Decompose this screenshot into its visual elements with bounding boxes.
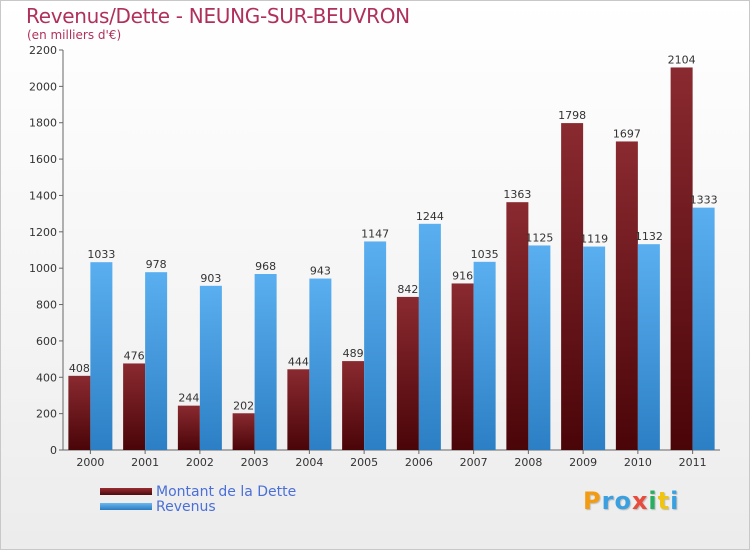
data-label: 1119: [580, 233, 608, 246]
data-label: 1333: [690, 194, 718, 207]
revenus-bar: [473, 261, 496, 450]
x-tick-label: 2001: [131, 456, 159, 469]
dette-bar: [506, 202, 529, 450]
revenus-bar: [309, 278, 332, 450]
data-label: 1244: [416, 210, 444, 223]
x-tick-label: 2007: [460, 456, 488, 469]
dette-bar: [670, 67, 693, 451]
y-tick-label: 1600: [29, 153, 57, 166]
dette-bar: [396, 296, 419, 450]
y-tick-label: 1400: [29, 189, 57, 202]
logo-letter: t: [657, 487, 671, 515]
dette-bar: [232, 413, 255, 450]
data-label: 244: [178, 392, 199, 405]
dette-bar: [123, 363, 146, 450]
data-label: 978: [146, 258, 167, 271]
data-label: 916: [452, 269, 473, 282]
y-tick-label: 400: [36, 371, 57, 384]
logo-letter: P: [583, 487, 602, 515]
y-tick-label: 2200: [29, 44, 57, 57]
legend-swatch-revenus: [100, 503, 152, 510]
y-tick-label: 200: [36, 408, 57, 421]
revenus-bar: [199, 285, 222, 450]
revenus-bar: [90, 262, 113, 450]
y-tick-label: 600: [36, 335, 57, 348]
dette-bar: [615, 141, 638, 451]
x-tick-label: 2004: [295, 456, 323, 469]
dette-bar: [342, 361, 365, 450]
data-label: 1033: [87, 248, 115, 261]
dette-bar: [287, 369, 310, 450]
revenus-bar: [692, 207, 715, 450]
data-label: 1363: [503, 188, 531, 201]
data-label: 968: [255, 260, 276, 273]
revenus-bar: [528, 245, 551, 450]
data-label: 2104: [668, 53, 696, 66]
logo-letter: o: [614, 487, 632, 515]
y-tick-label: 1800: [29, 117, 57, 130]
dette-bar: [561, 123, 584, 450]
logo-letter: i: [648, 487, 658, 515]
y-tick-label: 800: [36, 299, 57, 312]
data-label: 489: [343, 347, 364, 360]
legend-label-dette: Montant de la Dette: [156, 484, 297, 500]
logo-letter: i: [670, 487, 680, 515]
dette-bar: [68, 375, 91, 450]
x-tick-label: 2010: [624, 456, 652, 469]
x-tick-label: 2006: [405, 456, 433, 469]
chart-subtitle: (en milliers d'€): [27, 28, 122, 42]
data-label: 202: [233, 399, 254, 412]
y-tick-label: 1200: [29, 226, 57, 239]
y-tick-label: 0: [50, 444, 57, 457]
y-tick-label: 2000: [29, 80, 57, 93]
x-tick-label: 2002: [186, 456, 214, 469]
data-label: 408: [69, 362, 90, 375]
data-label: 1125: [525, 231, 553, 244]
revenus-bar: [145, 272, 168, 450]
dette-bar: [451, 283, 474, 450]
x-tick-label: 2003: [241, 456, 269, 469]
data-label: 1147: [361, 227, 389, 240]
data-label: 903: [200, 272, 221, 285]
y-tick-label: 1000: [29, 262, 57, 275]
data-label: 444: [288, 355, 309, 368]
x-tick-label: 2009: [569, 456, 597, 469]
revenus-bar: [254, 274, 277, 450]
x-tick-label: 2000: [76, 456, 104, 469]
data-label: 476: [124, 349, 145, 362]
data-label: 1035: [471, 248, 499, 261]
data-label: 943: [310, 265, 331, 278]
revenus-bar: [364, 241, 387, 450]
legend-swatch-dette: [100, 488, 152, 495]
data-label: 1697: [613, 127, 641, 140]
x-tick-label: 2011: [679, 456, 707, 469]
data-label: 842: [397, 283, 418, 296]
x-tick-label: 2008: [514, 456, 542, 469]
x-tick-label: 2005: [350, 456, 378, 469]
dette-bar: [177, 405, 200, 450]
chart-title: Revenus/Dette - NEUNG-SUR-BEUVRON: [26, 4, 410, 28]
revenus-bar: [418, 223, 441, 450]
legend-label-revenus: Revenus: [156, 499, 216, 515]
data-label: 1132: [635, 230, 663, 243]
logo-letter: r: [601, 487, 615, 515]
proxiti-logo: Proxiti: [583, 487, 679, 515]
logo-letter: x: [631, 487, 649, 515]
data-label: 1798: [558, 109, 586, 122]
revenus-bar: [637, 244, 660, 450]
revenus-bar: [583, 246, 606, 450]
